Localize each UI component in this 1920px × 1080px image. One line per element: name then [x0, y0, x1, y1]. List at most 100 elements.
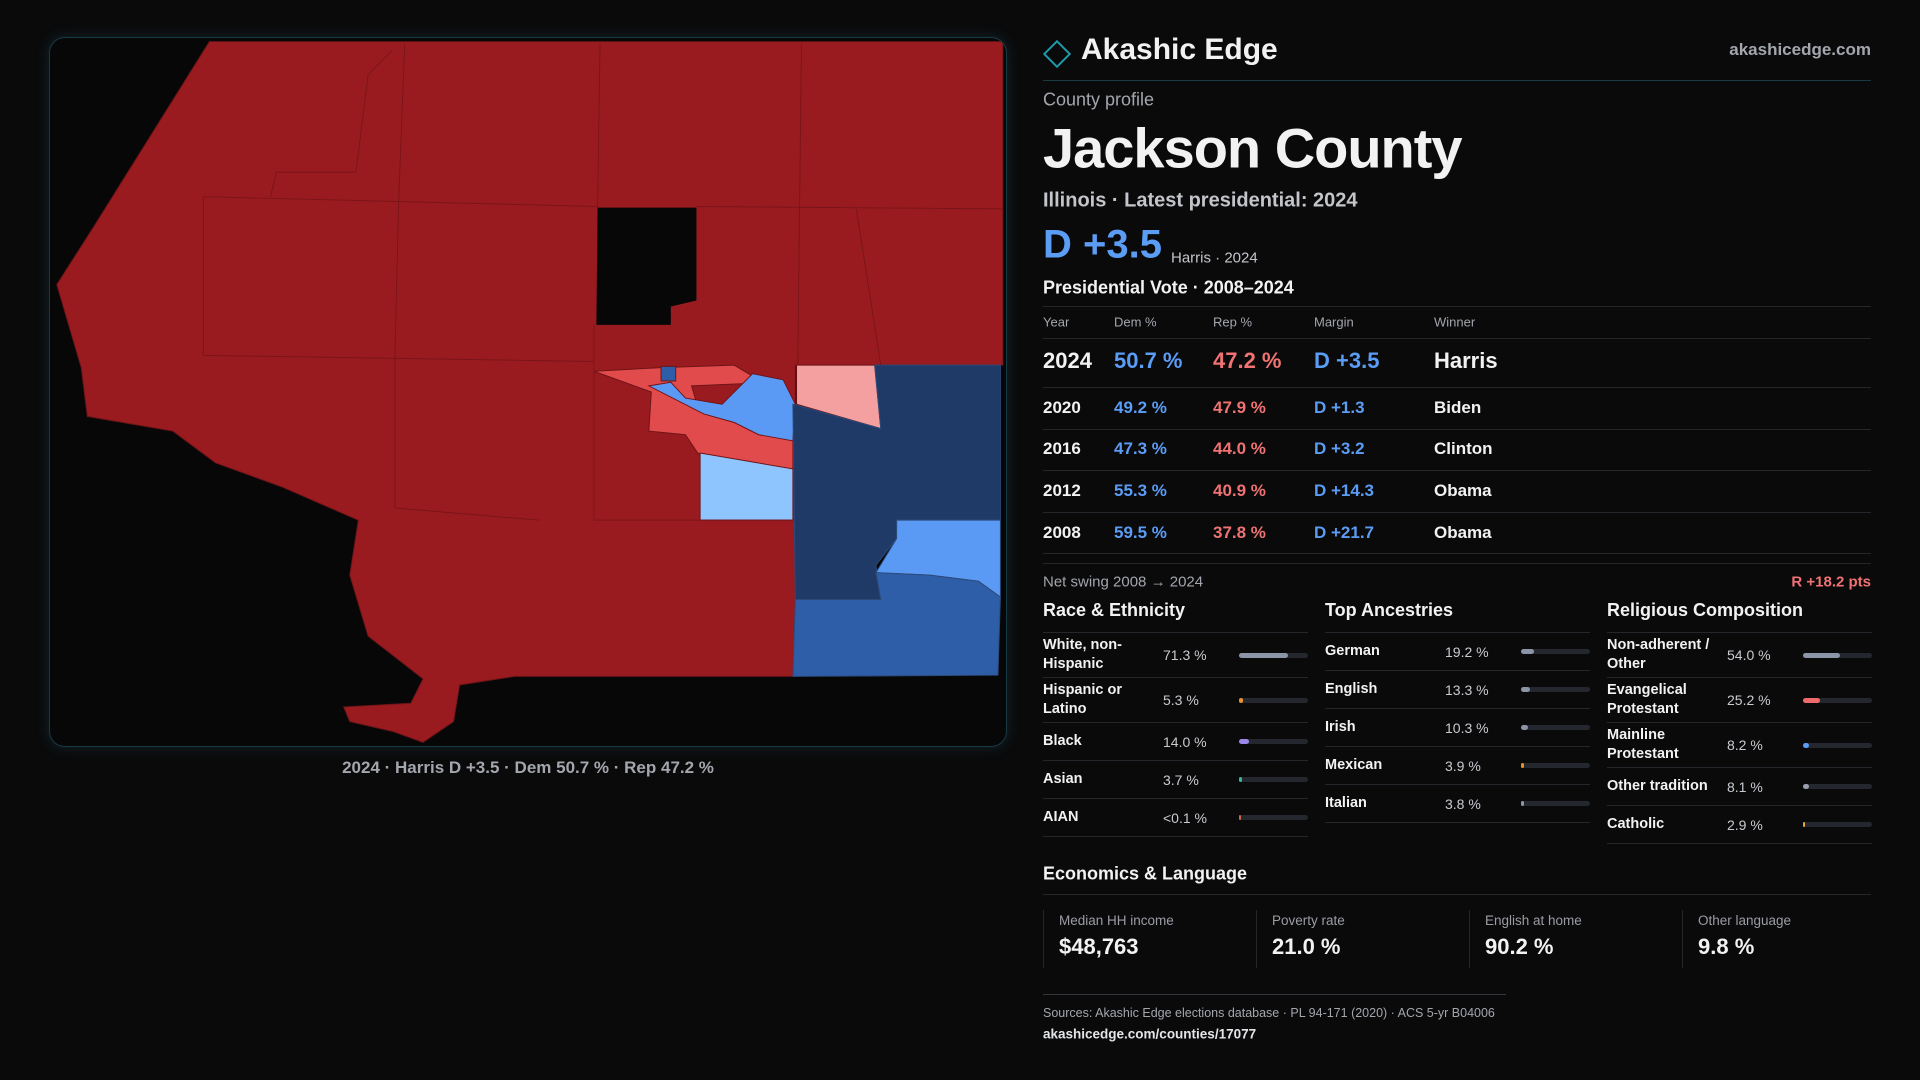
vote-cell: 2016: [1043, 439, 1081, 458]
vote-cell: 37.8 %: [1213, 523, 1266, 542]
demo-name: Evangelical Protestant: [1607, 682, 1687, 717]
row-divider: [1043, 563, 1871, 564]
bar: [1239, 777, 1242, 782]
vote-cell: D +14.3: [1314, 481, 1375, 500]
demo-value: 8.1 %: [1727, 778, 1763, 795]
stat-label: Poverty rate: [1272, 913, 1345, 928]
bar: [1521, 687, 1531, 692]
demo-row: Catholic 2.9 %: [1607, 806, 1872, 844]
demo-name: Asian: [1043, 771, 1083, 787]
demo-name: White, non-Hispanic: [1043, 637, 1122, 672]
demo-value: 10.3 %: [1445, 719, 1489, 736]
vote-cell: 44.0 %: [1213, 439, 1266, 458]
row-divider: [1043, 338, 1871, 339]
demo-value: 54.0 %: [1727, 647, 1771, 663]
stat-value: 21.0 %: [1272, 934, 1341, 959]
vote-cell: Biden: [1434, 398, 1482, 417]
bar-track: [1803, 784, 1872, 789]
vote-cell: 59.5 %: [1114, 523, 1167, 542]
logo-icon: [1043, 40, 1071, 68]
demo-name: German: [1325, 643, 1380, 659]
vote-cell: 2024: [1043, 348, 1092, 373]
divider: [1043, 994, 1506, 995]
demo-value: 5.3 %: [1163, 692, 1199, 708]
demo-row: Asian 3.7 %: [1043, 761, 1308, 799]
stat-card: Other language 9.8 %: [1682, 910, 1898, 968]
vote-cell: 50.7 %: [1114, 348, 1183, 373]
bar: [1239, 652, 1289, 658]
demo-value: 71.3 %: [1163, 647, 1207, 663]
demo-row: Evangelical Protestant 25.2 %: [1607, 678, 1872, 723]
demo-group: Top Ancestries German 19.2 % English 13.3 % I…: [1325, 600, 1590, 823]
swing-label: Net swing 2008 → 2024: [1043, 573, 1204, 591]
demo-row: Mexican 3.9 %: [1325, 747, 1590, 785]
margin-note: Harris · 2024: [1171, 249, 1258, 267]
bar-track: [1803, 742, 1872, 748]
row-divider: [1043, 512, 1871, 513]
demo-name: Other tradition: [1607, 778, 1708, 794]
map-caption: 2024 · Harris D +3.5 · Dem 50.7 % · Rep …: [342, 758, 714, 777]
demo-value: 3.8 %: [1445, 795, 1481, 812]
bar: [1521, 725, 1529, 730]
headline-margin: D +3.5: [1043, 222, 1162, 267]
demo-title: Top Ancestries: [1325, 600, 1590, 633]
demo-value: 19.2 %: [1445, 643, 1489, 660]
demo-value: <0.1 %: [1163, 809, 1207, 826]
row-divider: [1043, 306, 1871, 307]
divider: [1043, 894, 1871, 895]
bar: [1521, 763, 1524, 768]
swing-value: R +18.2 pts: [1791, 573, 1871, 591]
demo-row: Hispanic or Latino 5.3 %: [1043, 678, 1308, 723]
demo-name: English: [1325, 681, 1378, 697]
demo-name: Mexican: [1325, 757, 1383, 773]
demo-name: Mainline Protestant: [1607, 727, 1679, 762]
vote-cell: Obama: [1434, 523, 1492, 542]
vote-cell: 2020: [1043, 398, 1081, 417]
demo-name: Black: [1043, 733, 1082, 749]
stat-card: Poverty rate 21.0 %: [1256, 910, 1472, 968]
vote-cell: 49.2 %: [1114, 398, 1167, 417]
bar-track: [1803, 697, 1872, 703]
demo-row: Italian 3.8 %: [1325, 785, 1590, 823]
column-header: Rep %: [1213, 314, 1253, 330]
demo-value: 2.9 %: [1727, 816, 1763, 833]
column-header: Dem %: [1114, 314, 1157, 330]
bar-track: [1521, 687, 1590, 692]
vote-cell: 47.9 %: [1213, 398, 1266, 417]
stat-card: English at home 90.2 %: [1469, 910, 1685, 968]
bar: [1239, 697, 1243, 703]
bar: [1803, 652, 1841, 658]
map-panel: [49, 37, 1007, 747]
demo-row: Other tradition 8.1 %: [1607, 768, 1872, 806]
no-data-area: [596, 207, 697, 325]
demo-name: Irish: [1325, 719, 1356, 735]
vote-cell: 2008: [1043, 523, 1081, 542]
brand-name: Akashic Edge: [1081, 33, 1278, 66]
vote-cell: D +1.3: [1314, 398, 1365, 417]
bar-track: [1239, 697, 1308, 703]
bar-track: [1239, 739, 1308, 744]
stat-value: 90.2 %: [1485, 934, 1554, 959]
vote-cell: Harris: [1434, 348, 1498, 373]
demo-value: 14.0 %: [1163, 733, 1207, 750]
vote-cell: Obama: [1434, 481, 1492, 500]
precinct-area: [792, 364, 1001, 601]
economics-title: Economics & Language: [1043, 863, 1248, 884]
bar-track: [1521, 801, 1590, 806]
demo-group: Race & Ethnicity White, non-Hispanic 71.3 …: [1043, 600, 1308, 837]
bar: [1239, 739, 1249, 744]
county-boundaries: [202, 44, 1003, 521]
vote-cell: Clinton: [1434, 439, 1493, 458]
row-divider: [1043, 429, 1871, 430]
bar: [1803, 742, 1809, 748]
precinct-area: [660, 365, 677, 382]
demo-value: 13.3 %: [1445, 681, 1489, 698]
vote-cell: 47.2 %: [1213, 348, 1282, 373]
demo-name: Non-adherent / Other: [1607, 637, 1710, 672]
stat-value: 9.8 %: [1698, 934, 1755, 959]
subtitle: Illinois · Latest presidential: 2024: [1043, 189, 1358, 212]
stat-card: Median HH income $48,763: [1043, 910, 1259, 968]
county-title: Jackson County: [1043, 116, 1463, 180]
